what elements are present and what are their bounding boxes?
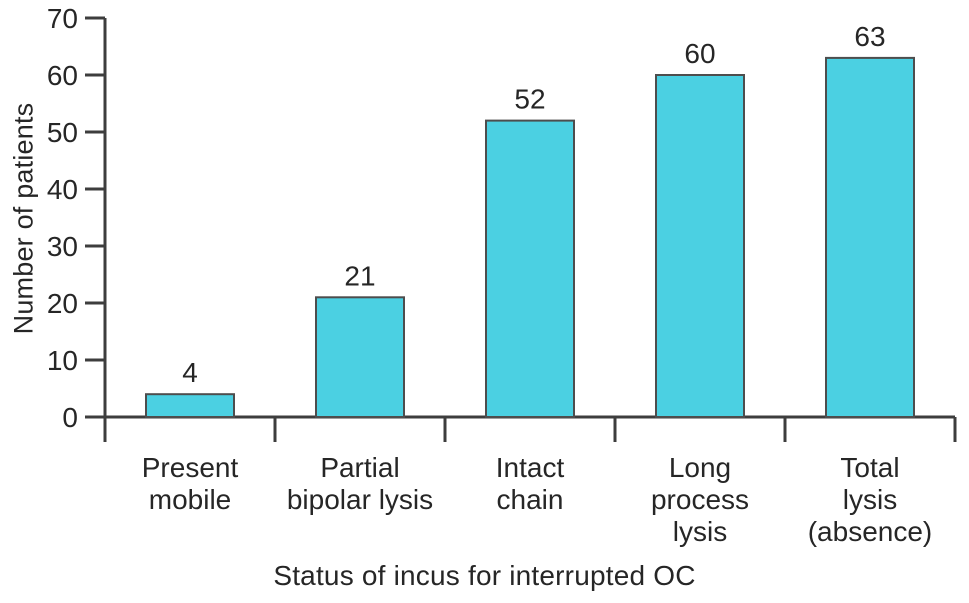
x-category-label-long-process-lysis: process xyxy=(651,484,749,515)
bar-value-label: 60 xyxy=(684,38,715,69)
y-tick-label: 20 xyxy=(47,288,78,319)
x-category-label-intact-chain: Intact xyxy=(496,452,565,483)
bar-partial-bipolar-lysis xyxy=(315,296,405,418)
x-category-label-present-mobile: Present xyxy=(142,452,239,483)
x-category-label-total-lysis-absence: lysis xyxy=(843,484,897,515)
x-category-label-total-lysis-absence: Total xyxy=(840,452,899,483)
x-category-label-intact-chain: chain xyxy=(497,484,564,515)
bar-long-process-lysis xyxy=(655,74,745,418)
y-tick-label: 70 xyxy=(47,3,78,34)
x-category-label-present-mobile: mobile xyxy=(149,484,231,515)
x-category-label-total-lysis-absence: (absence) xyxy=(808,516,933,547)
y-tick-label: 0 xyxy=(62,402,78,433)
x-category-label-partial-bipolar-lysis: bipolar lysis xyxy=(287,484,433,515)
bar-intact-chain xyxy=(485,119,575,418)
x-axis-title: Status of incus for interrupted OC xyxy=(273,560,696,591)
y-tick-label: 60 xyxy=(47,60,78,91)
y-tick-label: 10 xyxy=(47,345,78,376)
bar-total-lysis-absence xyxy=(825,56,915,419)
bar-value-label: 21 xyxy=(344,260,375,291)
bar-value-label: 52 xyxy=(514,84,545,115)
bar-value-label: 63 xyxy=(854,21,885,52)
bar-value-label: 4 xyxy=(182,357,198,388)
y-tick-label: 50 xyxy=(47,117,78,148)
y-tick-label: 30 xyxy=(47,231,78,262)
bar-present-mobile xyxy=(145,393,235,419)
x-category-label-long-process-lysis: Long xyxy=(669,452,731,483)
x-category-label-partial-bipolar-lysis: Partial xyxy=(320,452,399,483)
y-tick-label: 40 xyxy=(47,174,78,205)
x-category-label-long-process-lysis: lysis xyxy=(673,516,727,547)
